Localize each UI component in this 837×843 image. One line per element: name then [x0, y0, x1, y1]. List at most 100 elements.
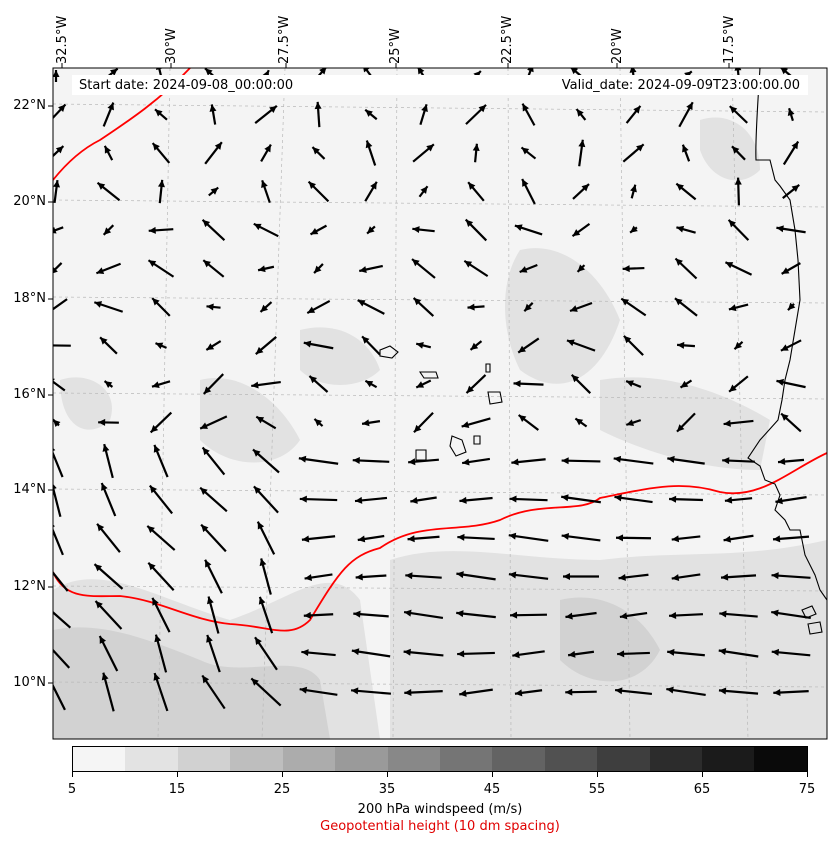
wind-vector-head [513, 380, 521, 388]
colorbar-segment [492, 747, 545, 771]
wind-vector-head [252, 449, 261, 457]
windspeed-colorbar [72, 746, 808, 772]
wind-vector-head [636, 144, 644, 152]
wind-vector-head [405, 572, 413, 580]
wind-vector-head [618, 573, 626, 581]
wind-vector-head [676, 183, 684, 191]
wind-vector-head [256, 416, 265, 424]
wind-vector-head [314, 101, 322, 110]
wind-vector-head [521, 147, 530, 155]
wind-vector-head [677, 341, 685, 349]
colorbar-tick: 5 [67, 782, 77, 797]
lon-label-17-5w: 17.5°W [722, 15, 737, 64]
lat-label-14n: 14°N [13, 482, 46, 497]
wind-vector-head [791, 141, 799, 150]
wind-vector-head [257, 521, 265, 530]
wind-vector-head [421, 104, 428, 113]
valid-date-label: Valid_date: 2024-09-09T23:00:00.00 [561, 78, 800, 93]
lat-label-22n: 22°N [13, 98, 46, 113]
wind-vector-head [251, 678, 259, 686]
wind-vector-head [780, 344, 789, 351]
contour-south [53, 452, 827, 632]
wind-vector-head [357, 300, 366, 307]
wind-vector-head [416, 381, 425, 388]
wind-vector [53, 380, 66, 392]
colorbar-segment [125, 747, 178, 771]
wind-vector-head [457, 533, 465, 541]
wind-vector-head [43, 639, 50, 647]
wind-vector-head [362, 419, 370, 427]
wind-vector-head [408, 458, 416, 466]
wind-vector-head [102, 444, 110, 452]
wind-vector-head [309, 375, 318, 384]
graticule [53, 68, 827, 739]
wind-vector-head [417, 68, 425, 75]
wind-vector-head [570, 305, 578, 312]
wind-vector-head [101, 483, 108, 491]
wind-vector-head [94, 564, 103, 572]
wind-vector-head [626, 419, 635, 427]
wind-vector-head [107, 102, 114, 111]
colorbar-segment [177, 747, 231, 771]
wind-vector-head [518, 345, 526, 353]
cape-verde-island-3 [487, 391, 503, 405]
wind-vector-head [148, 226, 156, 234]
wind-vector-head [572, 229, 581, 237]
wind-vector-head [200, 422, 208, 429]
lat-label-16n: 16°N [13, 387, 46, 402]
wind-vector-head [206, 596, 214, 605]
wind-vector-head [616, 534, 624, 542]
wind-vector-head [96, 267, 105, 274]
wind-vector-head [728, 219, 737, 228]
wind-vector-head [787, 302, 796, 311]
wind-vector-head [42, 602, 50, 609]
wind-vector-head [310, 227, 319, 235]
wind-vector-head [206, 634, 213, 643]
wind-vector-head [728, 304, 737, 312]
wind-vector-head [731, 146, 740, 154]
wind-vector-head [307, 306, 316, 314]
wind-vector-head [258, 596, 266, 605]
start-date-label: Start date: 2024-09-08_00:00:00 [79, 78, 294, 93]
lon-label-25w: 25°W [388, 28, 403, 64]
wind-vector-head [470, 342, 479, 350]
wind-vector-head [630, 225, 638, 233]
wind-vector [53, 527, 64, 556]
wind-vector [53, 226, 64, 233]
lat-label-18n: 18°N [13, 291, 46, 306]
wind-vector-head [522, 103, 529, 112]
wind-vector-head [723, 535, 732, 543]
wind-vector-head [363, 68, 370, 73]
wind-vector-head [565, 688, 573, 696]
colorbar-segment [702, 747, 755, 771]
wind-vector-head [151, 381, 160, 389]
wind-vector-head [367, 226, 375, 234]
wind-vector-head [53, 180, 61, 188]
wind-vector-head [206, 303, 214, 311]
header-box [72, 75, 808, 95]
wind-vector-head [508, 571, 517, 579]
wind-vector-head [53, 226, 57, 234]
wind-vector-head [776, 225, 784, 233]
wind-vector-head [149, 485, 157, 494]
wind-vector-head [416, 341, 424, 349]
wind-vector-head [150, 425, 159, 433]
wind-vector-head [55, 146, 64, 154]
wind-vector-head [301, 535, 310, 543]
wind-vector-head [575, 418, 584, 426]
wind-vector-head [158, 179, 165, 188]
lat-label-10n: 10°N [13, 675, 46, 690]
colorbar-tick: 55 [588, 782, 606, 797]
wind-vector-head [152, 597, 159, 606]
wind-vector-head [95, 600, 103, 609]
wind-vector-head [404, 609, 412, 617]
wind-vector-head [261, 180, 268, 189]
wind-vector [53, 262, 63, 274]
wind-vector-head [259, 558, 267, 567]
colorbar-segment [544, 747, 598, 771]
lon-label-27-5w: 27.5°W [277, 15, 292, 64]
wind-vector-head [629, 68, 637, 73]
wind-vector-head [155, 109, 163, 117]
wind-vector-head [457, 650, 465, 658]
colorbar-tick: 45 [483, 782, 501, 797]
